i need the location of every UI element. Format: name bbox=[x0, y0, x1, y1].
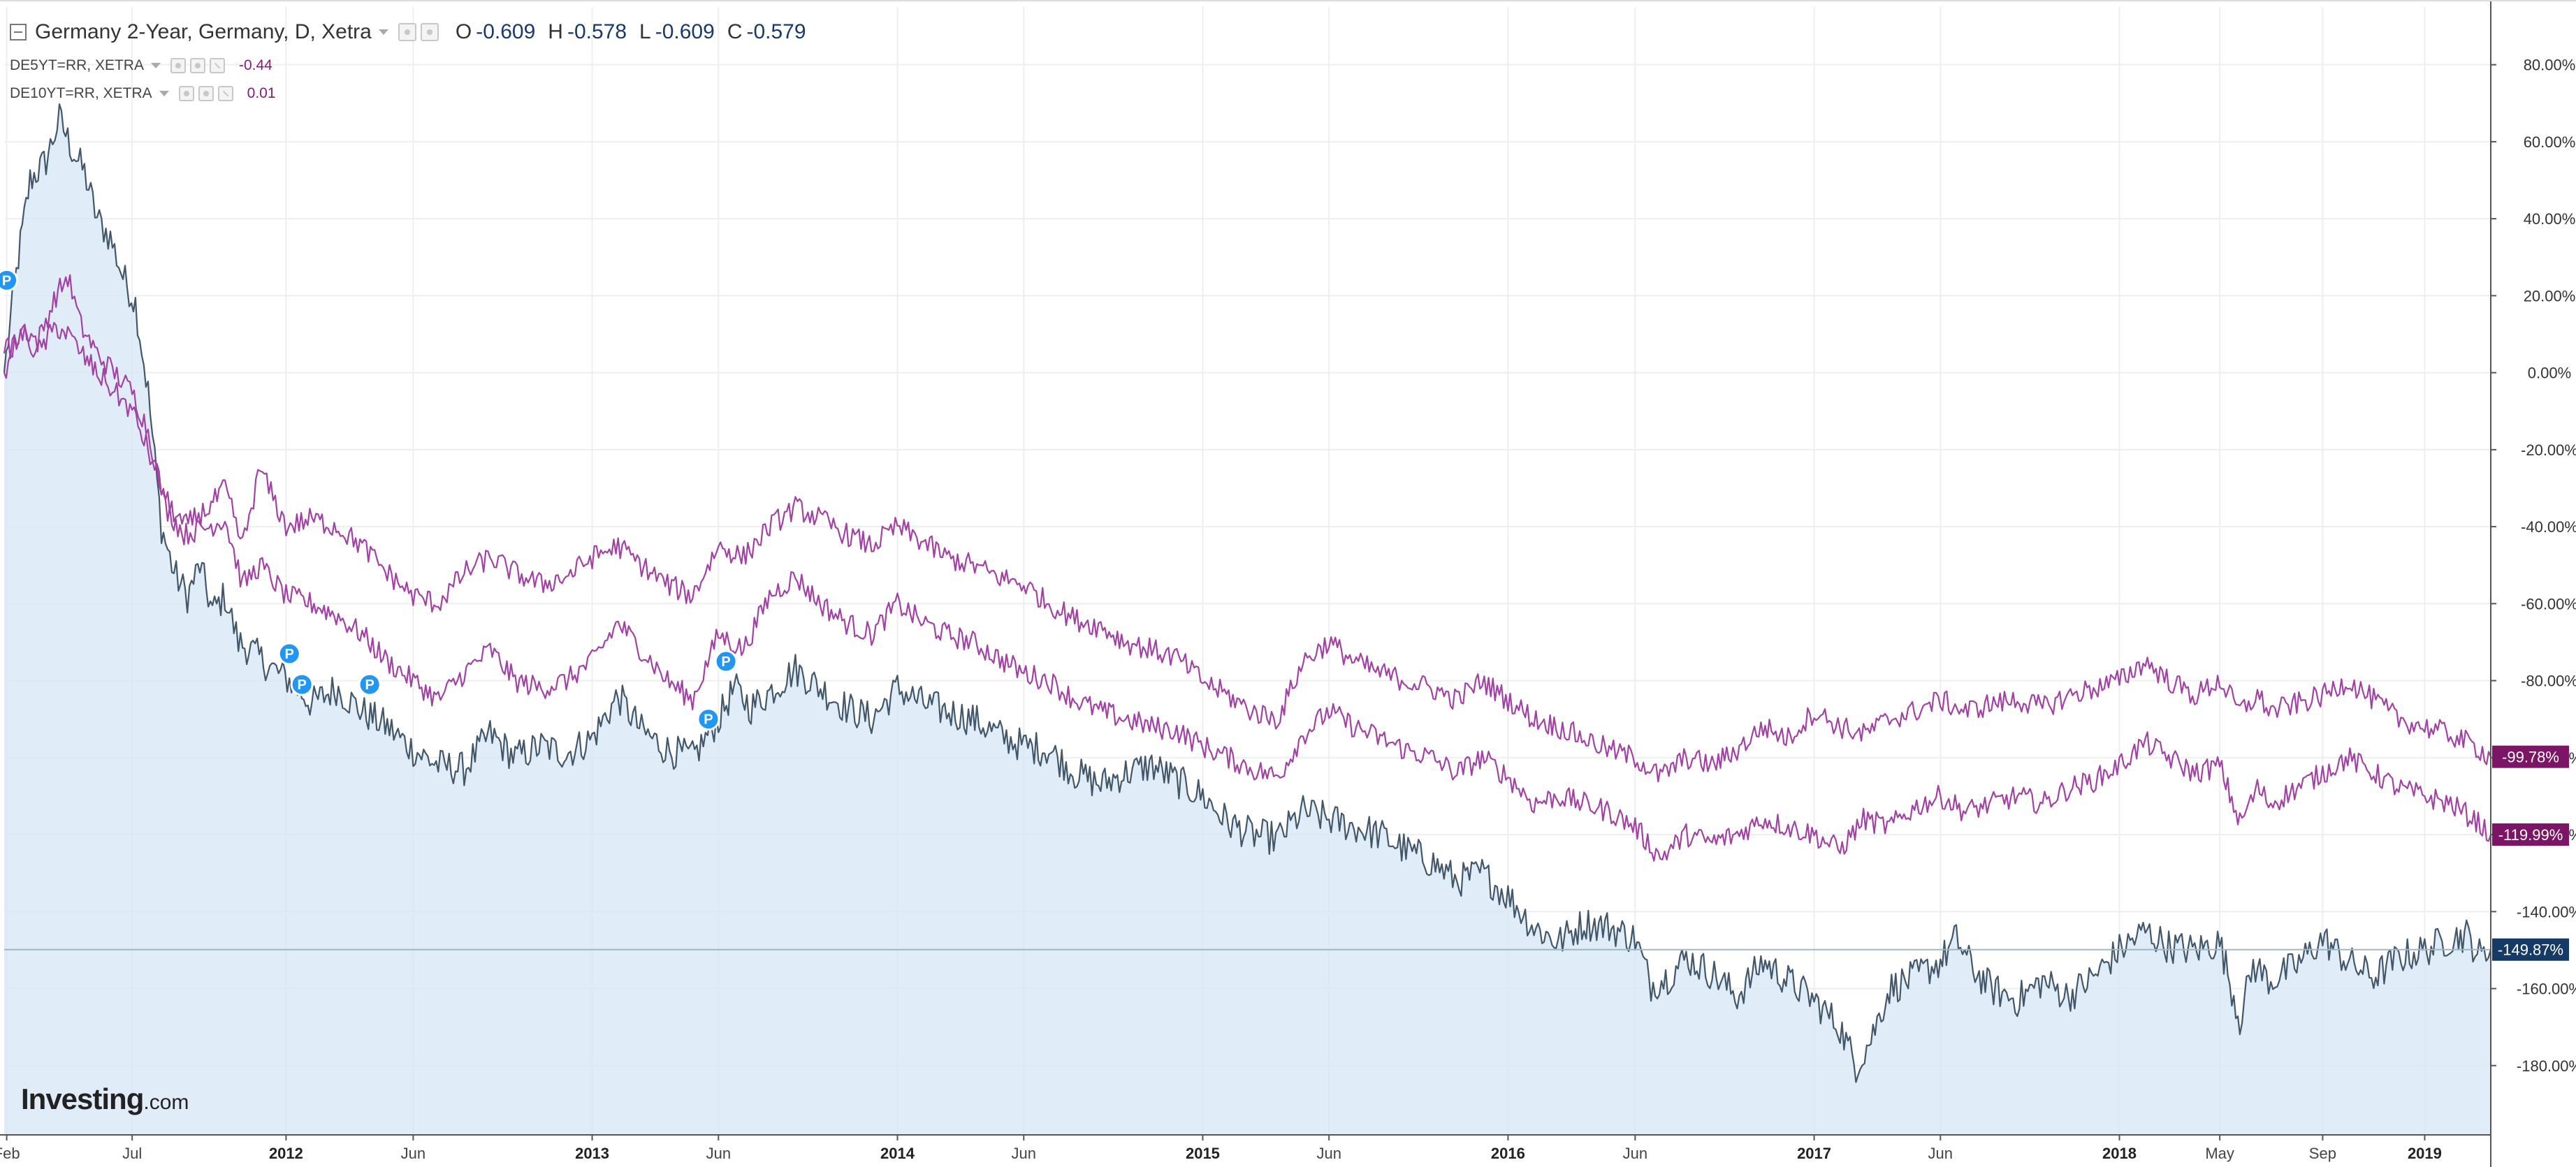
badge-box bbox=[2492, 823, 2569, 846]
investing-logo: Investing.com bbox=[21, 1082, 189, 1116]
pin-markers[interactable]: PPP PPP bbox=[0, 268, 738, 731]
series-lines bbox=[3, 103, 2492, 1083]
pin-marker[interactable]: P bbox=[358, 673, 381, 696]
pin-marker[interactable]: P bbox=[0, 268, 19, 292]
x-tick-label: Jun bbox=[401, 1145, 425, 1162]
ohlc-close-key: C bbox=[727, 20, 743, 43]
y-tick-label: -140.00% bbox=[2517, 903, 2576, 920]
last-value-badges: -149.87% -119.99% -99.78% bbox=[2492, 745, 2569, 961]
logo-text: Investing bbox=[21, 1082, 144, 1115]
comparison-value: -0.44 bbox=[238, 57, 272, 73]
pin-label: P bbox=[297, 677, 306, 693]
y-tick-label: 80.00% bbox=[2524, 57, 2576, 74]
pin-label: P bbox=[2, 273, 11, 288]
y-tick-label: 20.00% bbox=[2524, 287, 2576, 304]
x-tick-label: May bbox=[2205, 1145, 2234, 1162]
x-tick-label: Sep bbox=[2309, 1145, 2336, 1162]
pin-circle bbox=[0, 268, 19, 292]
ohlc-open-value: -0.609 bbox=[476, 20, 536, 43]
gear-icon[interactable] bbox=[198, 86, 214, 101]
x-tick-label: 2017 bbox=[1797, 1145, 1831, 1162]
main-series-legend: Germany 2-Year, Germany, D, Xetra O -0.6… bbox=[10, 13, 806, 52]
ohlc-close-value: -0.579 bbox=[746, 20, 806, 43]
logo-suffix: .com bbox=[143, 1091, 189, 1114]
gear-icon[interactable] bbox=[420, 23, 439, 41]
x-tick-label: Jul bbox=[122, 1145, 142, 1162]
series-de5y-line bbox=[3, 274, 2492, 862]
y-tick-label: -180.00% bbox=[2517, 1057, 2576, 1075]
pin-label: P bbox=[721, 654, 730, 670]
pin-marker[interactable]: P bbox=[697, 707, 720, 731]
x-tick-label: Jun bbox=[706, 1145, 731, 1162]
x-tick-label: Feb bbox=[0, 1145, 20, 1162]
chevron-down-icon[interactable] bbox=[159, 91, 169, 96]
y-tick-label: -60.00% bbox=[2521, 595, 2576, 612]
eye-icon[interactable] bbox=[398, 23, 416, 41]
chart-legend: Germany 2-Year, Germany, D, Xetra O -0.6… bbox=[10, 13, 806, 108]
pin-circle bbox=[277, 642, 301, 666]
x-tick-label: Jun bbox=[1316, 1145, 1341, 1162]
pin-circle bbox=[697, 707, 720, 731]
x-tick-label: 2013 bbox=[575, 1145, 609, 1162]
chart-title: Germany 2-Year, Germany, D, Xetra bbox=[35, 20, 372, 43]
close-icon[interactable] bbox=[209, 58, 225, 73]
badge-label: -99.78% bbox=[2502, 749, 2559, 766]
area-layer bbox=[4, 104, 2491, 1136]
comparison-label: DE5YT=RR, XETRA bbox=[10, 57, 144, 73]
badge-box bbox=[2492, 938, 2569, 961]
pin-marker[interactable]: P bbox=[290, 673, 314, 696]
series-germany-2y-line bbox=[3, 103, 2492, 1083]
eye-icon[interactable] bbox=[178, 86, 194, 101]
pin-label: P bbox=[365, 677, 374, 693]
y-tick-label: 0.00% bbox=[2528, 365, 2571, 382]
x-tick-label: Jun bbox=[1928, 1145, 1953, 1162]
x-tick-label: 2016 bbox=[1491, 1145, 1525, 1162]
badge-de5y: -119.99% bbox=[2492, 823, 2569, 846]
x-tick-label: 2018 bbox=[2102, 1145, 2137, 1162]
pin-marker[interactable]: P bbox=[277, 642, 301, 666]
close-icon[interactable] bbox=[217, 86, 233, 101]
y-tick-label: 60.00% bbox=[2524, 133, 2576, 151]
comparison-legend-de5y: DE5YT=RR, XETRA -0.44 bbox=[10, 52, 806, 80]
y-tick-label: -80.00% bbox=[2521, 673, 2576, 690]
pin-label: P bbox=[285, 647, 294, 662]
comparison-legend-de10y: DE10YT=RR, XETRA 0.01 bbox=[10, 80, 806, 108]
pin-circle bbox=[290, 673, 314, 696]
collapse-icon[interactable] bbox=[10, 24, 27, 41]
y-tick-label: -160.00% bbox=[2517, 981, 2576, 998]
x-tick-label: Jun bbox=[1623, 1145, 1647, 1162]
badge-germany-2y: -149.87% bbox=[2492, 938, 2569, 961]
x-tick-label: Jun bbox=[1012, 1145, 1036, 1162]
x-tick-label: 2019 bbox=[2408, 1145, 2442, 1162]
x-tick-label: 2014 bbox=[880, 1145, 915, 1162]
ohlc-low-key: L bbox=[639, 20, 651, 43]
badge-box bbox=[2492, 745, 2569, 768]
ohlc-high-key: H bbox=[548, 20, 563, 43]
x-tick-label: 2015 bbox=[1186, 1145, 1220, 1162]
series-germany-2y-area bbox=[4, 104, 2491, 1136]
y-tick-label: -40.00% bbox=[2521, 518, 2576, 536]
badge-label: -149.87% bbox=[2498, 941, 2563, 959]
y-tick-label: 40.00% bbox=[2524, 210, 2576, 228]
badge-de10y: -99.78% bbox=[2492, 745, 2569, 768]
comparison-label: DE10YT=RR, XETRA bbox=[10, 85, 152, 101]
ohlc-high-value: -0.578 bbox=[567, 20, 627, 43]
series-de10y-line bbox=[3, 322, 2492, 783]
chevron-down-icon[interactable] bbox=[378, 29, 388, 35]
gear-icon[interactable] bbox=[189, 58, 205, 73]
comparison-value: 0.01 bbox=[247, 85, 276, 101]
y-tick-label: -20.00% bbox=[2521, 441, 2576, 459]
x-tick-label: 2012 bbox=[269, 1145, 303, 1162]
ohlc-low-value: -0.609 bbox=[655, 20, 715, 43]
pin-circle bbox=[358, 673, 381, 696]
badge-label: -119.99% bbox=[2498, 826, 2563, 844]
ohlc-open-key: O bbox=[455, 20, 472, 43]
pin-marker[interactable]: P bbox=[714, 649, 738, 673]
eye-icon[interactable] bbox=[170, 58, 186, 73]
pin-circle bbox=[714, 649, 738, 673]
chevron-down-icon[interactable] bbox=[150, 63, 161, 68]
pin-label: P bbox=[704, 712, 713, 728]
